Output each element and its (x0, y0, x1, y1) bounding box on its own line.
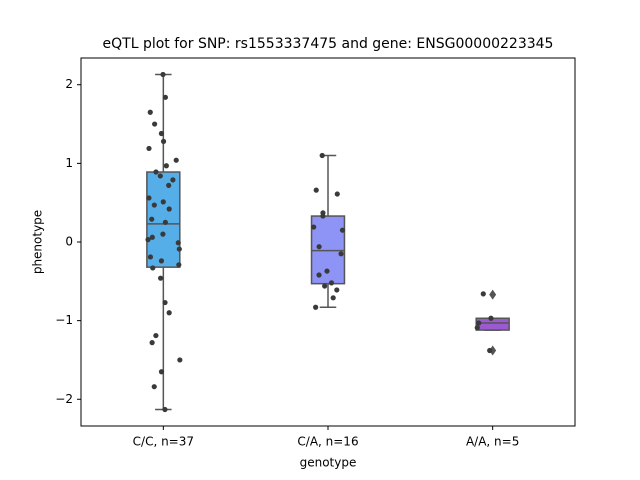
point (151, 202, 157, 208)
point (177, 357, 183, 363)
point (146, 195, 152, 201)
point (313, 304, 319, 310)
point (176, 246, 182, 252)
point (320, 213, 326, 219)
x-tick-label: C/A, n=16 (297, 435, 358, 449)
point (150, 265, 156, 271)
point (157, 173, 163, 179)
point (158, 130, 165, 137)
point (149, 216, 155, 222)
point (149, 340, 155, 346)
point (162, 299, 168, 306)
point (145, 237, 151, 243)
point (158, 258, 165, 264)
point (162, 406, 168, 413)
point (339, 227, 346, 233)
point (328, 280, 335, 286)
point (316, 244, 322, 250)
outlier (489, 289, 497, 300)
point (153, 332, 159, 339)
x-tick-label: A/A, n=5 (466, 435, 519, 449)
point (474, 325, 480, 331)
point (160, 138, 167, 144)
y-axis-label: phenotype (31, 210, 45, 274)
point (166, 310, 172, 316)
point (338, 251, 344, 257)
plot-frame (80, 57, 576, 427)
point (151, 384, 157, 390)
chart-title: eQTL plot for SNP: rs1553337475 and gene… (103, 36, 554, 52)
point (146, 145, 152, 152)
y-tick-label: −1 (55, 313, 73, 327)
point (334, 191, 340, 197)
point (311, 224, 317, 230)
point (163, 163, 169, 169)
point (476, 320, 482, 326)
point (162, 219, 168, 225)
point (175, 240, 181, 246)
point (160, 231, 166, 237)
box (310, 215, 346, 285)
y-tick-label: 0 (65, 235, 73, 249)
point (322, 283, 328, 289)
point (170, 177, 176, 183)
point (334, 287, 340, 293)
point (316, 272, 322, 278)
point (313, 187, 319, 193)
point (157, 275, 164, 281)
point (488, 315, 494, 321)
x-tick-label: C/C, n=37 (133, 435, 194, 449)
point (166, 206, 172, 212)
point (160, 71, 166, 78)
point (173, 157, 179, 163)
x-axis-label: genotype (300, 456, 357, 470)
point (158, 369, 165, 375)
box (146, 171, 181, 268)
y-tick-label: −2 (55, 392, 73, 406)
point (160, 199, 166, 205)
point (153, 169, 159, 175)
point (480, 291, 486, 297)
outlier (489, 345, 497, 356)
point (319, 152, 325, 159)
point (487, 347, 493, 354)
y-tick-label: 2 (65, 77, 73, 91)
point (147, 109, 153, 115)
y-tick-label: 1 (65, 156, 73, 170)
point (324, 268, 330, 274)
point (166, 182, 172, 188)
point (162, 94, 169, 100)
point (152, 121, 158, 127)
point (149, 234, 155, 240)
point (176, 262, 182, 268)
point (330, 295, 336, 301)
point (147, 254, 154, 260)
